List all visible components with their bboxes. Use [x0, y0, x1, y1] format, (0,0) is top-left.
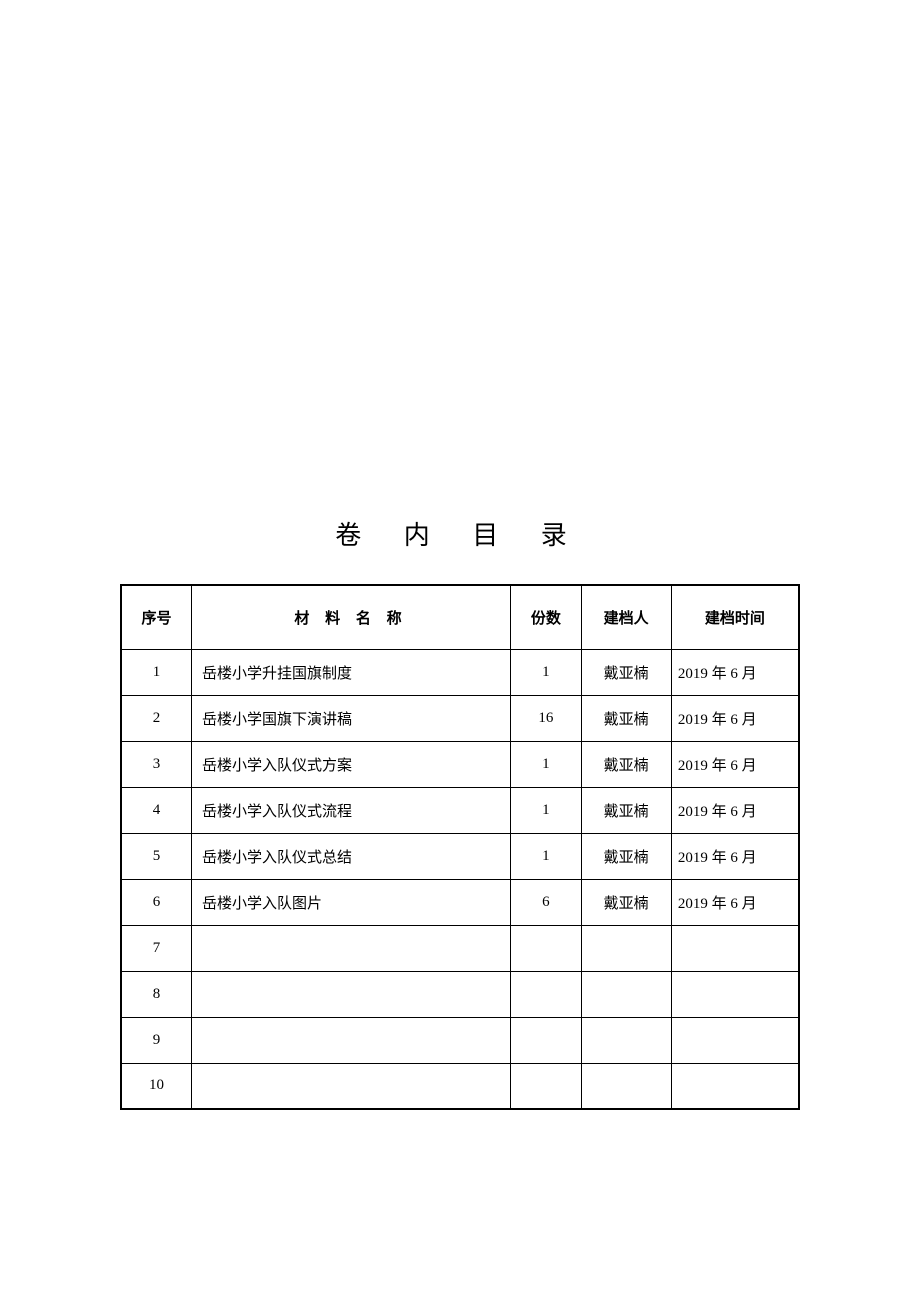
table-row: 2 岳楼小学国旗下演讲稿 16 戴亚楠 2019 年 6 月	[121, 695, 799, 741]
cell-person: 戴亚楠	[581, 741, 671, 787]
table-row: 9	[121, 1017, 799, 1063]
cell-time: 2019 年 6 月	[671, 741, 799, 787]
cell-seq: 1	[121, 649, 191, 695]
cell-time: 2019 年 6 月	[671, 879, 799, 925]
cell-seq: 3	[121, 741, 191, 787]
cell-copies: 16	[511, 695, 581, 741]
cell-time	[671, 971, 799, 1017]
table-row: 5 岳楼小学入队仪式总结 1 戴亚楠 2019 年 6 月	[121, 833, 799, 879]
catalog-table: 序号 材 料 名 称 份数 建档人 建档时间 1 岳楼小学升挂国旗制度 1 戴亚…	[120, 584, 800, 1110]
cell-name	[191, 925, 510, 971]
cell-person	[581, 1063, 671, 1109]
cell-time: 2019 年 6 月	[671, 695, 799, 741]
cell-person: 戴亚楠	[581, 695, 671, 741]
cell-name: 岳楼小学国旗下演讲稿	[191, 695, 510, 741]
cell-seq: 10	[121, 1063, 191, 1109]
cell-person: 戴亚楠	[581, 649, 671, 695]
cell-person	[581, 1017, 671, 1063]
cell-person	[581, 925, 671, 971]
cell-seq: 8	[121, 971, 191, 1017]
cell-time	[671, 925, 799, 971]
cell-name: 岳楼小学入队仪式方案	[191, 741, 510, 787]
table-row: 8	[121, 971, 799, 1017]
cell-name: 岳楼小学升挂国旗制度	[191, 649, 510, 695]
table-row: 3 岳楼小学入队仪式方案 1 戴亚楠 2019 年 6 月	[121, 741, 799, 787]
cell-seq: 2	[121, 695, 191, 741]
header-copies: 份数	[511, 585, 581, 649]
cell-person: 戴亚楠	[581, 787, 671, 833]
cell-seq: 7	[121, 925, 191, 971]
cell-copies: 1	[511, 833, 581, 879]
document-title: 卷 内 目 录	[120, 515, 800, 552]
cell-person: 戴亚楠	[581, 879, 671, 925]
cell-copies: 1	[511, 741, 581, 787]
cell-copies: 1	[511, 649, 581, 695]
cell-copies	[511, 1017, 581, 1063]
cell-copies	[511, 971, 581, 1017]
cell-name	[191, 1017, 510, 1063]
cell-name	[191, 971, 510, 1017]
table-row: 4 岳楼小学入队仪式流程 1 戴亚楠 2019 年 6 月	[121, 787, 799, 833]
header-name: 材 料 名 称	[191, 585, 510, 649]
cell-seq: 5	[121, 833, 191, 879]
header-time: 建档时间	[671, 585, 799, 649]
cell-time: 2019 年 6 月	[671, 649, 799, 695]
cell-name: 岳楼小学入队仪式流程	[191, 787, 510, 833]
cell-copies: 6	[511, 879, 581, 925]
header-person: 建档人	[581, 585, 671, 649]
cell-copies	[511, 1063, 581, 1109]
cell-person	[581, 971, 671, 1017]
table-body: 1 岳楼小学升挂国旗制度 1 戴亚楠 2019 年 6 月 2 岳楼小学国旗下演…	[121, 649, 799, 1109]
page-container: 卷 内 目 录 序号 材 料 名 称 份数 建档人 建档时间 1 岳楼小学升挂国…	[0, 0, 920, 1110]
cell-time	[671, 1063, 799, 1109]
table-row: 7	[121, 925, 799, 971]
cell-name	[191, 1063, 510, 1109]
cell-seq: 9	[121, 1017, 191, 1063]
cell-time: 2019 年 6 月	[671, 833, 799, 879]
cell-time	[671, 1017, 799, 1063]
cell-person: 戴亚楠	[581, 833, 671, 879]
cell-seq: 4	[121, 787, 191, 833]
cell-copies: 1	[511, 787, 581, 833]
table-header: 序号 材 料 名 称 份数 建档人 建档时间	[121, 585, 799, 649]
table-row: 1 岳楼小学升挂国旗制度 1 戴亚楠 2019 年 6 月	[121, 649, 799, 695]
cell-seq: 6	[121, 879, 191, 925]
header-row: 序号 材 料 名 称 份数 建档人 建档时间	[121, 585, 799, 649]
table-row: 10	[121, 1063, 799, 1109]
header-seq: 序号	[121, 585, 191, 649]
cell-copies	[511, 925, 581, 971]
table-row: 6 岳楼小学入队图片 6 戴亚楠 2019 年 6 月	[121, 879, 799, 925]
cell-name: 岳楼小学入队仪式总结	[191, 833, 510, 879]
cell-name: 岳楼小学入队图片	[191, 879, 510, 925]
cell-time: 2019 年 6 月	[671, 787, 799, 833]
